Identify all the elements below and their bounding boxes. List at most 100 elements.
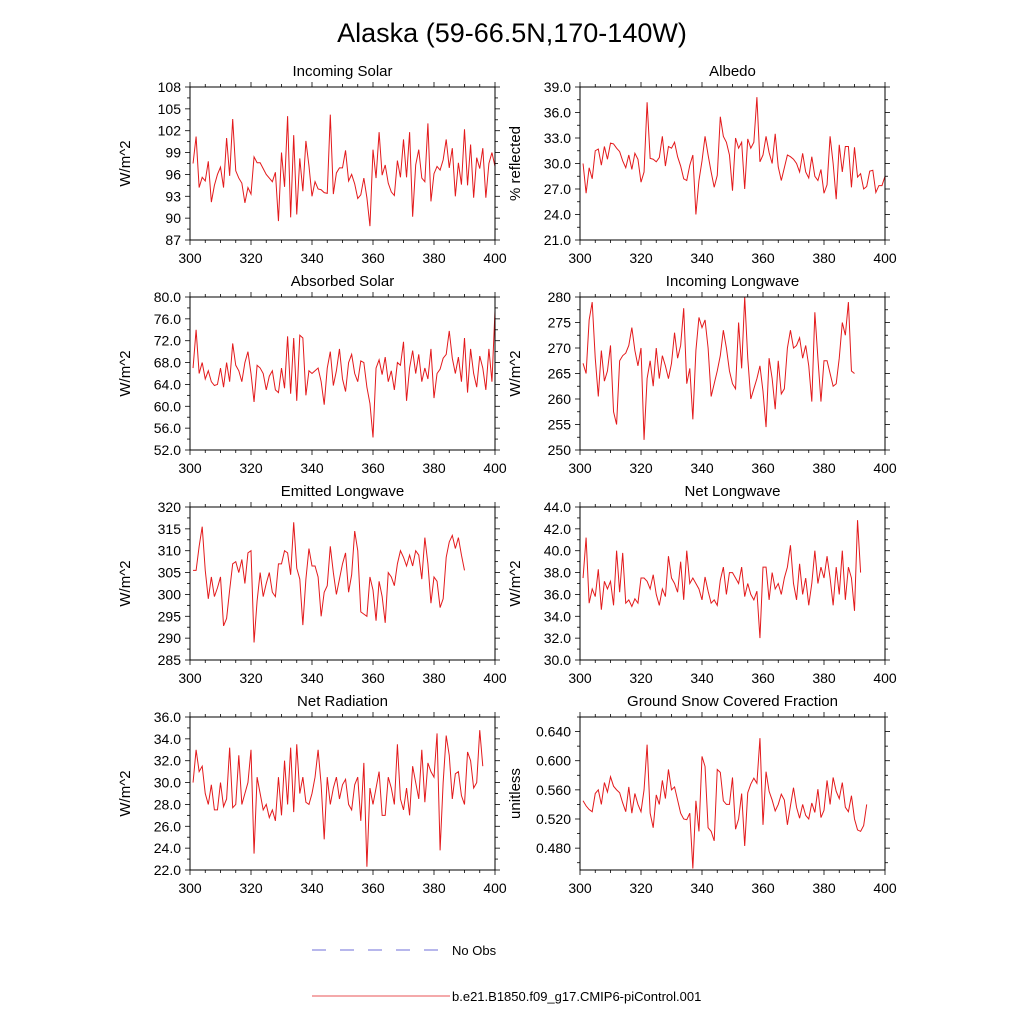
x-tick-label: 340	[300, 670, 324, 686]
x-tick-label: 340	[300, 460, 324, 476]
y-axis-label: % reflected	[507, 126, 524, 201]
y-tick-label: 260	[548, 391, 572, 407]
plot-frame	[579, 86, 886, 241]
x-tick-label: 360	[751, 460, 775, 476]
y-tick-label: 280	[548, 289, 572, 305]
panel-ground-snow-covered-fraction: Ground Snow Covered Fraction 300 320 340 360…	[507, 693, 897, 896]
plot-frame	[189, 716, 496, 871]
panel-title: Albedo	[709, 63, 756, 80]
y-tick-label: 44.0	[544, 499, 571, 515]
y-tick-label: 0.640	[536, 724, 571, 740]
y-tick-label: 93	[165, 188, 181, 204]
y-tick-label: 310	[158, 543, 182, 559]
panel-net-radiation: Net Radiation 300 320 340 360 380 400 22.0 24.0 2…	[117, 693, 507, 896]
x-tick-label: 300	[568, 460, 592, 476]
y-tick-label: 30.0	[544, 652, 571, 668]
y-axis-label: W/m^2	[117, 770, 134, 816]
y-tick-label: 30.0	[154, 775, 181, 791]
x-tick-label: 340	[690, 250, 714, 266]
x-tick-label: 380	[422, 460, 446, 476]
y-tick-label: 21.0	[544, 232, 571, 248]
y-tick-label: 0.520	[536, 811, 571, 827]
x-tick-label: 400	[873, 670, 897, 686]
y-tick-label: 27.0	[544, 181, 571, 197]
y-tick-label: 32.0	[154, 753, 181, 769]
y-tick-label: 72.0	[154, 333, 181, 349]
series-line	[582, 97, 885, 215]
panel-title: Net Radiation	[297, 693, 388, 710]
x-tick-label: 320	[629, 880, 653, 896]
x-tick-label: 320	[239, 880, 263, 896]
y-axis-label: W/m^2	[507, 350, 524, 396]
y-axis-label: W/m^2	[117, 140, 134, 186]
panel-title: Incoming Longwave	[666, 273, 799, 290]
x-tick-label: 300	[178, 250, 202, 266]
y-tick-label: 250	[548, 442, 572, 458]
x-tick-label: 360	[751, 250, 775, 266]
panel-title: Absorbed Solar	[291, 273, 394, 290]
y-tick-label: 56.0	[154, 420, 181, 436]
y-tick-label: 265	[548, 366, 572, 382]
x-tick-label: 340	[300, 250, 324, 266]
x-tick-label: 340	[300, 880, 324, 896]
series-line	[193, 522, 465, 643]
x-tick-label: 340	[690, 670, 714, 686]
x-tick-label: 380	[812, 250, 836, 266]
x-tick-label: 400	[873, 880, 897, 896]
x-tick-label: 400	[483, 880, 507, 896]
y-tick-label: 90	[165, 210, 181, 226]
x-tick-label: 320	[239, 460, 263, 476]
x-tick-label: 380	[812, 670, 836, 686]
y-tick-label: 42.0	[544, 521, 571, 537]
x-tick-label: 300	[178, 670, 202, 686]
x-tick-label: 380	[422, 670, 446, 686]
y-tick-label: 305	[158, 565, 182, 581]
panel-albedo: Albedo 300 320 340 360 380 400 21.0 24.0 27.0 30.0…	[507, 63, 897, 266]
plot-frame	[189, 506, 496, 661]
series-line	[582, 520, 862, 639]
y-tick-label: 30.0	[544, 156, 571, 172]
series-line	[582, 297, 855, 440]
legend: No Obs b.e21.B1850.f09_g17.CMIP6-piContr…	[312, 943, 701, 1004]
y-tick-label: 24.0	[544, 207, 571, 223]
y-tick-label: 87	[165, 232, 181, 248]
x-tick-label: 340	[690, 460, 714, 476]
series-line	[192, 730, 484, 867]
x-tick-label: 300	[568, 670, 592, 686]
panel-net-longwave: Net Longwave 300 320 340 360 380 400 30.0 32.0 34…	[507, 483, 897, 686]
y-tick-label: 24.0	[154, 840, 181, 856]
panel-incoming-longwave: Incoming Longwave 300 320 340 360 380 400 250 25…	[507, 273, 897, 476]
panel-absorbed-solar: Absorbed Solar 300 320 340 360 380 400 52.0 56.0…	[117, 273, 507, 476]
x-tick-label: 320	[239, 670, 263, 686]
x-tick-label: 360	[361, 880, 385, 896]
series-line	[192, 310, 495, 438]
y-tick-label: 96	[165, 166, 181, 182]
x-tick-label: 400	[873, 250, 897, 266]
y-tick-label: 36.0	[544, 105, 571, 121]
y-tick-label: 102	[158, 123, 182, 139]
x-tick-label: 340	[690, 880, 714, 896]
y-tick-label: 36.0	[544, 586, 571, 602]
y-tick-label: 285	[158, 652, 182, 668]
panel-title: Incoming Solar	[292, 63, 392, 80]
y-tick-label: 22.0	[154, 862, 181, 878]
y-tick-label: 64.0	[154, 376, 181, 392]
x-tick-label: 360	[361, 250, 385, 266]
y-tick-label: 36.0	[154, 709, 181, 725]
x-tick-label: 300	[568, 880, 592, 896]
y-tick-label: 40.0	[544, 543, 571, 559]
y-tick-label: 105	[158, 101, 182, 117]
x-tick-label: 320	[629, 670, 653, 686]
x-tick-label: 320	[239, 250, 263, 266]
y-tick-label: 80.0	[154, 289, 181, 305]
panel-title: Emitted Longwave	[281, 483, 404, 500]
panel-emitted-longwave: Emitted Longwave 300 320 340 360 380 400 285 290…	[117, 483, 507, 686]
y-tick-label: 32.0	[544, 630, 571, 646]
y-tick-label: 28.0	[154, 796, 181, 812]
y-tick-label: 34.0	[154, 731, 181, 747]
y-tick-label: 300	[158, 586, 182, 602]
panel-incoming-solar: Incoming Solar 300 320 340 360 380 400 87 90 93 96…	[117, 63, 507, 266]
x-tick-label: 380	[812, 460, 836, 476]
x-tick-label: 360	[751, 670, 775, 686]
